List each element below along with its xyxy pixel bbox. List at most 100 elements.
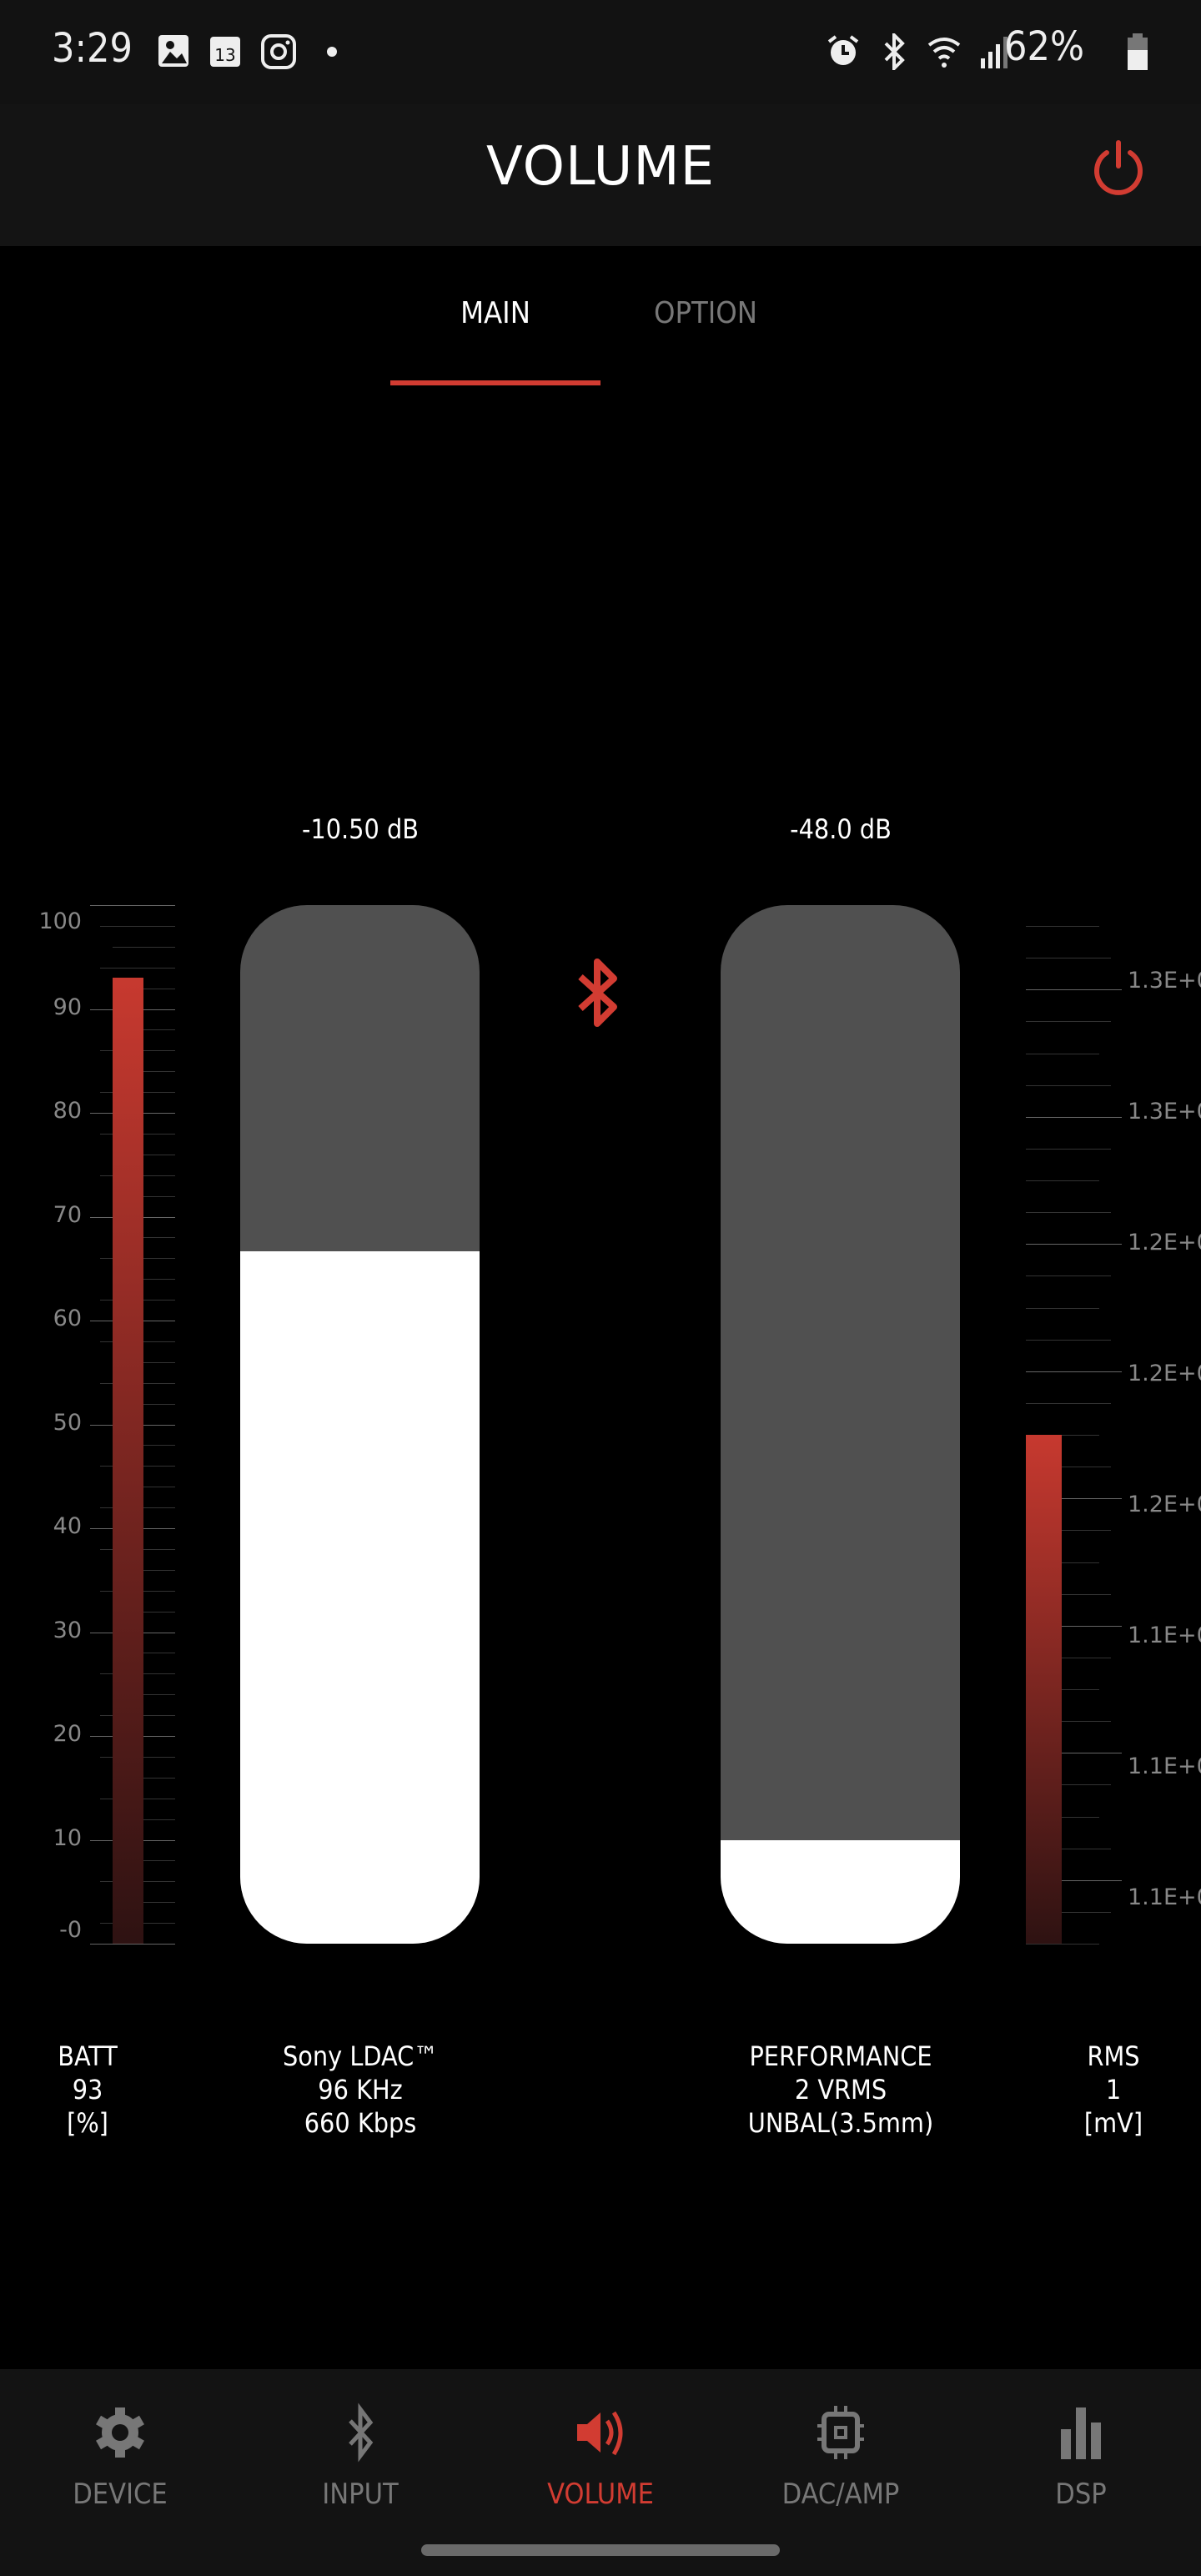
right-volume-label: -48.0 dB: [790, 813, 892, 845]
battery-percent: 62%: [1004, 23, 1084, 70]
minor-tick: [113, 1819, 175, 1820]
minor-tick: [1026, 1212, 1111, 1214]
bluetooth-icon: [877, 31, 911, 73]
minor-tick: [113, 1361, 175, 1363]
rms-tick-label: 1.1E+0: [1128, 1884, 1201, 1910]
minor-tick: [113, 1029, 175, 1031]
info-title: RMS: [1087, 2040, 1140, 2072]
minor-tick: [113, 946, 175, 948]
minor-tick: [113, 1279, 175, 1280]
info-value: 1: [1105, 2074, 1122, 2106]
battery-icon: [1126, 33, 1149, 70]
slider-fill: [240, 1250, 480, 1944]
nav-volume[interactable]: VOLUME: [480, 2402, 721, 2511]
analog-volume-slider[interactable]: [721, 905, 960, 1944]
nav-label: DEVICE: [73, 2478, 168, 2511]
bar-chart-icon: [1061, 2407, 1101, 2459]
minor-tick: [113, 1569, 175, 1571]
minor-tick: [113, 1195, 175, 1197]
info-title: PERFORMANCE: [749, 2040, 932, 2072]
major-tick: [90, 1944, 175, 1945]
minor-tick: [113, 1237, 175, 1239]
minor-tick: [1026, 1021, 1111, 1023]
minor-tick: [1026, 1307, 1099, 1309]
nav-label: DAC/AMP: [781, 2478, 900, 2511]
minor-tick: [1026, 926, 1099, 927]
info-title: BATT: [58, 2040, 118, 2072]
rms-tick-label: 1.3E+0: [1128, 1099, 1201, 1124]
minor-tick: [113, 1860, 175, 1862]
minor-tick: [1026, 1530, 1111, 1532]
rms-tick-label: 1.2E+0: [1128, 1230, 1201, 1255]
minor-tick: [1026, 1721, 1111, 1723]
major-tick: [1026, 1244, 1122, 1245]
left-volume-label: -10.50 dB: [302, 813, 419, 845]
chip-icon: [817, 2406, 864, 2459]
minor-tick: [1026, 1784, 1111, 1786]
app-header: VOLUME: [0, 104, 1201, 246]
battery-tick-label: 60: [53, 1306, 82, 1331]
minor-tick: [100, 967, 175, 969]
nav-device[interactable]: DEVICE: [0, 2402, 240, 2511]
minor-tick: [113, 1694, 175, 1696]
minor-tick: [1026, 1593, 1111, 1595]
nav-dac-amp[interactable]: DAC/AMP: [721, 2402, 961, 2511]
power-icon[interactable]: [1088, 138, 1148, 198]
dot-icon: [327, 47, 337, 57]
rms-info: RMS 1 [mV]: [1051, 2040, 1176, 2140]
minor-tick: [1026, 1148, 1111, 1150]
digital-volume-slider[interactable]: [240, 905, 480, 1944]
home-indicator[interactable]: [421, 2544, 780, 2556]
battery-tick-label: 80: [53, 1098, 82, 1124]
performance-info: PERFORMANCE 2 VRMS UNBAL(3.5mm): [716, 2040, 966, 2140]
minor-tick: [1026, 1339, 1111, 1341]
battery-level-bar: [113, 978, 143, 1944]
battery-tick-label: 50: [53, 1409, 82, 1436]
speaker-icon: [577, 2411, 623, 2456]
minor-tick: [113, 1777, 175, 1779]
minor-tick: [1026, 1944, 1099, 1945]
gallery-icon: [157, 33, 190, 68]
status-bar: 3:29 13 62%: [0, 0, 1201, 104]
major-tick: [90, 905, 175, 906]
instagram-icon: [260, 33, 296, 69]
nav-label: INPUT: [322, 2478, 399, 2511]
battery-tick-label: 70: [53, 1201, 82, 1228]
major-tick: [1026, 989, 1122, 991]
nav-input[interactable]: INPUT: [240, 2402, 480, 2511]
battery-tick-label: 40: [53, 1513, 82, 1539]
major-tick: [1026, 1498, 1122, 1500]
nav-dsp[interactable]: DSP: [961, 2402, 1201, 2511]
major-tick: [1026, 1116, 1122, 1118]
nav-label: VOLUME: [547, 2478, 654, 2511]
battery-tick-label: 10: [53, 1824, 82, 1851]
minor-tick: [1026, 1084, 1111, 1086]
battery-info: BATT 93 [%]: [25, 2040, 150, 2140]
bluetooth-icon: [572, 955, 622, 1030]
major-tick: [1026, 1371, 1122, 1372]
slider-fill: [721, 1839, 960, 1944]
minor-tick: [113, 1445, 175, 1446]
minor-tick: [1026, 1816, 1099, 1818]
info-unit: [mV]: [1083, 2107, 1143, 2139]
tab-option[interactable]: OPTION: [653, 296, 758, 330]
info-value: 96 KHz: [318, 2074, 403, 2106]
page-title: VOLUME: [486, 136, 715, 198]
info-unit: [%]: [67, 2107, 108, 2139]
battery-tick-label: -0: [59, 1917, 82, 1943]
nav-label: DSP: [1055, 2478, 1107, 2511]
minor-tick: [1026, 1180, 1099, 1181]
calendar-icon: 13: [209, 33, 242, 68]
bluetooth-icon: [349, 2402, 374, 2463]
minor-tick: [113, 1403, 175, 1405]
gear-icon: [96, 2407, 144, 2458]
minor-tick: [1026, 1275, 1111, 1277]
signal-icon: [977, 33, 1011, 68]
calendar-day: 13: [214, 45, 235, 65]
info-value: 93: [72, 2074, 103, 2106]
minor-tick: [1026, 1911, 1111, 1913]
tab-main[interactable]: MAIN: [460, 296, 530, 330]
active-tab-indicator: [390, 380, 600, 385]
battery-tick-label: 20: [53, 1721, 82, 1747]
rms-tick-label: 1.2E+0: [1128, 1361, 1201, 1386]
